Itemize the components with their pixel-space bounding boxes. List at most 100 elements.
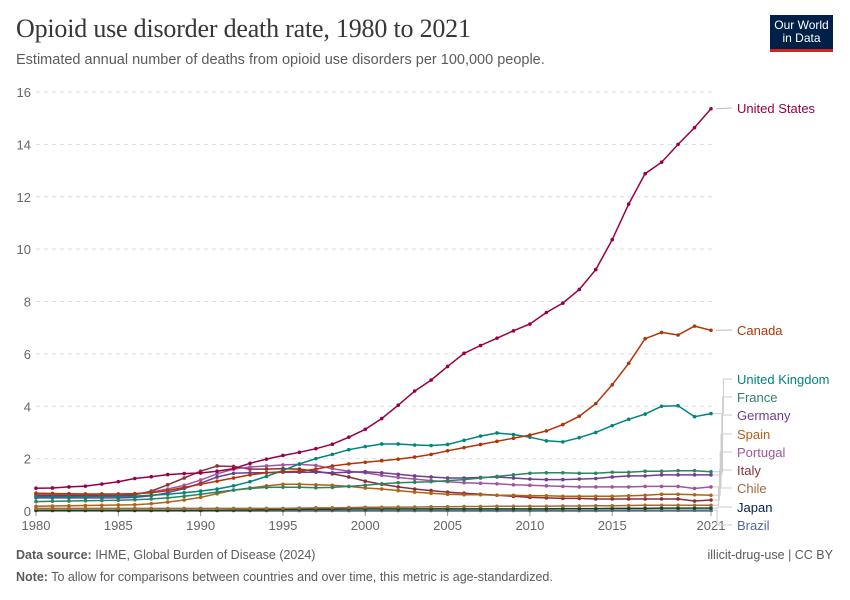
data-point[interactable] [528, 507, 532, 511]
data-point[interactable] [544, 504, 549, 509]
data-point[interactable] [363, 486, 368, 490]
data-point[interactable] [692, 414, 697, 419]
data-point[interactable] [198, 489, 203, 493]
data-point[interactable] [626, 494, 631, 498]
data-point[interactable] [347, 462, 351, 466]
data-point[interactable] [165, 472, 170, 477]
data-point[interactable] [462, 351, 466, 356]
data-point[interactable] [528, 471, 532, 476]
data-point[interactable] [132, 476, 137, 481]
data-point[interactable] [132, 491, 137, 496]
data-point[interactable] [643, 171, 647, 176]
data-point[interactable] [83, 494, 88, 499]
data-point[interactable] [544, 507, 549, 511]
data-point[interactable] [347, 484, 351, 489]
data-point[interactable] [412, 389, 417, 393]
data-point[interactable] [149, 501, 154, 506]
data-point[interactable] [116, 492, 121, 496]
data-point[interactable] [593, 503, 598, 508]
data-point[interactable] [396, 457, 400, 461]
data-point[interactable] [165, 506, 170, 511]
data-point[interactable] [561, 301, 565, 305]
data-point[interactable] [412, 477, 417, 481]
series-label[interactable]: Italy [737, 463, 761, 478]
data-point[interactable] [50, 504, 55, 508]
data-point[interactable] [709, 485, 713, 489]
series-line[interactable] [35, 483, 712, 508]
data-point[interactable] [281, 463, 285, 467]
data-point[interactable] [363, 479, 368, 483]
data-point[interactable] [593, 494, 598, 499]
data-point[interactable] [83, 498, 88, 503]
data-point[interactable] [363, 427, 368, 432]
data-point[interactable] [643, 412, 647, 416]
data-point[interactable] [445, 442, 450, 447]
data-point[interactable] [264, 485, 269, 490]
series-label[interactable]: United States [737, 101, 816, 116]
data-point[interactable] [610, 423, 615, 428]
data-point[interactable] [610, 494, 615, 499]
data-point[interactable] [709, 498, 713, 502]
data-point[interactable] [100, 492, 104, 496]
data-point[interactable] [83, 506, 88, 511]
data-point[interactable] [396, 505, 400, 509]
data-point[interactable] [412, 480, 417, 484]
data-point[interactable] [264, 470, 269, 475]
series-france[interactable] [34, 468, 713, 504]
data-point[interactable] [429, 505, 433, 509]
data-point[interactable] [248, 473, 252, 477]
data-point[interactable] [165, 500, 170, 504]
data-point[interactable] [544, 470, 549, 475]
data-point[interactable] [626, 361, 631, 366]
data-point[interactable] [462, 477, 466, 482]
data-point[interactable] [182, 490, 186, 495]
data-point[interactable] [412, 474, 417, 478]
data-point[interactable] [100, 503, 104, 508]
data-point[interactable] [412, 455, 417, 459]
data-point[interactable] [34, 486, 38, 491]
data-point[interactable] [593, 401, 598, 406]
data-point[interactable] [478, 492, 483, 497]
data-point[interactable] [610, 506, 615, 511]
data-point[interactable] [445, 364, 450, 369]
data-point[interactable] [445, 505, 450, 509]
data-point[interactable] [626, 202, 631, 206]
data-point[interactable] [478, 434, 483, 438]
data-point[interactable] [83, 492, 88, 496]
data-point[interactable] [50, 491, 55, 496]
data-point[interactable] [709, 473, 713, 477]
data-point[interactable] [330, 442, 335, 447]
data-point[interactable] [132, 506, 137, 511]
series-label[interactable]: Brazil [737, 518, 770, 533]
data-point[interactable] [593, 430, 598, 435]
data-point[interactable] [709, 469, 713, 474]
data-point[interactable] [610, 503, 615, 508]
data-point[interactable] [297, 450, 302, 455]
data-point[interactable] [379, 505, 384, 510]
series-line[interactable] [36, 504, 711, 510]
data-point[interactable] [330, 485, 335, 490]
series-chile[interactable] [34, 503, 713, 511]
data-point[interactable] [626, 503, 631, 508]
data-point[interactable] [495, 474, 499, 479]
data-point[interactable] [577, 506, 582, 511]
data-point[interactable] [248, 461, 252, 466]
data-point[interactable] [264, 474, 269, 479]
data-point[interactable] [577, 477, 582, 481]
data-point[interactable] [462, 492, 466, 497]
data-point[interactable] [577, 504, 582, 508]
data-point[interactable] [396, 403, 400, 408]
data-point[interactable] [676, 503, 680, 508]
data-point[interactable] [149, 493, 154, 498]
data-point[interactable] [511, 476, 516, 480]
series-line[interactable] [36, 463, 712, 495]
series-label[interactable]: Spain [737, 427, 770, 442]
data-point[interactable] [462, 504, 466, 509]
data-point[interactable] [561, 422, 565, 427]
data-point[interactable] [643, 503, 647, 508]
series-label[interactable]: Portugal [737, 445, 786, 460]
data-point[interactable] [379, 481, 384, 486]
data-point[interactable] [67, 506, 71, 511]
series-line[interactable] [35, 469, 712, 503]
data-point[interactable] [528, 504, 532, 509]
